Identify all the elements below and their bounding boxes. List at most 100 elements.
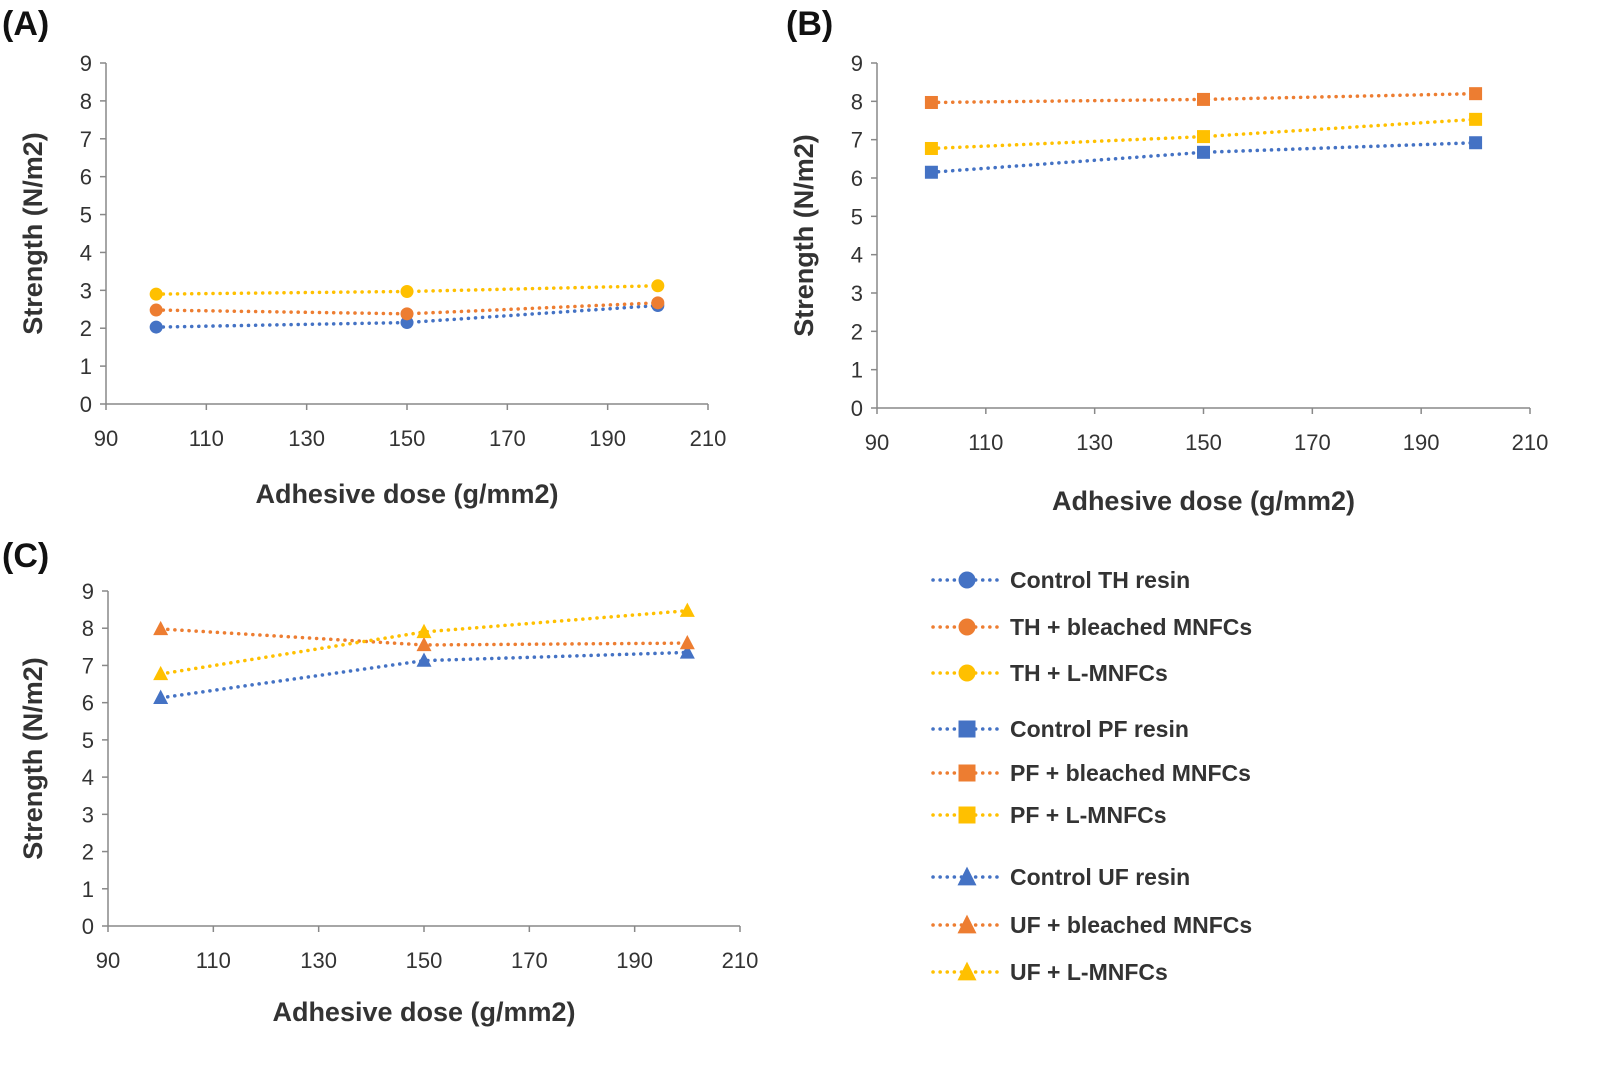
data-point	[153, 665, 169, 681]
data-point	[416, 636, 432, 652]
data-point	[1469, 87, 1483, 101]
x-tick-label: 130	[288, 426, 325, 451]
x-tick-label: 170	[489, 426, 526, 451]
legend-label: UF + bleached MNFCs	[1010, 912, 1252, 938]
legend-marker	[957, 961, 977, 981]
x-tick-label: 90	[865, 430, 889, 455]
series-pf-l-mnfcs	[924, 112, 1483, 155]
series-pf-bleached-mnfcs	[924, 87, 1483, 109]
y-tick-label: 3	[82, 802, 94, 827]
legend-label: TH + L-MNFCs	[1010, 660, 1168, 686]
x-tick-label: 150	[1185, 430, 1222, 455]
series-line	[929, 140, 1478, 174]
legend-item-uf-l-mnfcs: UF + L-MNFCs	[931, 959, 1168, 985]
y-tick-label: 9	[80, 51, 92, 76]
y-tick-label: 6	[82, 691, 94, 716]
y-tick-label: 4	[82, 765, 94, 790]
legend-item-pf-bleached-mnfcs: PF + bleached MNFCs	[931, 760, 1251, 786]
series-control-uf-resin	[153, 644, 695, 704]
y-tick-label: 5	[80, 203, 92, 228]
legend-marker	[957, 914, 977, 934]
y-tick-label: 3	[80, 278, 92, 303]
x-tick-label: 110	[196, 948, 231, 973]
data-point	[924, 95, 938, 109]
chart-panel-a: (A) 0 1 2 3 4 5 6 7 8 9 90 110 130 150 170 190 210 Adhesiv…	[2, 5, 726, 509]
x-tick-label: 130	[300, 948, 337, 973]
y-tick-label: 1	[82, 877, 94, 902]
y-tick-label: 7	[80, 127, 92, 152]
x-tick-label: 190	[589, 426, 626, 451]
y-tick-label: 0	[82, 914, 94, 939]
data-point	[1197, 130, 1210, 144]
legend-label: UF + L-MNFCs	[1010, 959, 1168, 985]
y-tick-label: 9	[851, 51, 863, 76]
legend-item-th-l-mnfcs: TH + L-MNFCs	[931, 660, 1168, 686]
legend: Control TH resin TH + bleached MNFCs TH + …	[931, 567, 1252, 985]
data-point	[924, 165, 938, 179]
x-tick-label: 190	[616, 948, 653, 973]
data-point	[651, 279, 665, 293]
x-axis-title: Adhesive dose (g/mm2)	[1052, 486, 1355, 516]
data-point	[679, 634, 695, 650]
y-tick-label: 7	[851, 128, 863, 153]
legend-item-control-pf-resin: Control PF resin	[931, 716, 1189, 742]
legend-label: PF + L-MNFCs	[1010, 802, 1167, 828]
y-tick-label: 2	[80, 316, 92, 341]
data-point	[1469, 112, 1483, 126]
legend-item-pf-l-mnfcs: PF + L-MNFCs	[931, 802, 1167, 828]
legend-item-control-uf-resin: Control UF resin	[931, 864, 1190, 890]
y-tick-label: 0	[851, 396, 863, 421]
legend-marker	[958, 720, 976, 738]
legend-label: Control PF resin	[1010, 716, 1189, 742]
y-tick-label: 8	[851, 89, 863, 114]
series-uf-bleached-mnfcs	[153, 620, 695, 652]
data-point	[400, 284, 414, 298]
x-tick-label: 170	[1294, 430, 1331, 455]
series-line	[158, 650, 690, 700]
y-tick-label: 3	[851, 281, 863, 306]
data-point	[679, 644, 695, 659]
x-tick-label: 210	[722, 948, 759, 973]
panel-label: (A)	[2, 5, 49, 43]
y-tick-label: 5	[82, 728, 94, 753]
series-line	[154, 301, 660, 316]
data-point	[1197, 145, 1210, 159]
data-point	[651, 296, 665, 310]
y-tick-label: 9	[82, 579, 94, 604]
y-tick-label: 8	[80, 89, 92, 114]
series-th-l-mnfcs	[149, 279, 665, 301]
chart-panel-b: (B) 0 1 2 3 4 5 6 7 8 9 90 110 130 150 170 190 210 Adhesiv…	[786, 5, 1548, 516]
legend-item-control-th-resin: Control TH resin	[931, 567, 1190, 593]
series-line	[929, 91, 1478, 105]
legend-marker	[958, 764, 976, 782]
y-axis-title: Strength (N/m2)	[18, 132, 48, 335]
legend-marker	[958, 571, 976, 589]
y-axis-title: Strength (N/m2)	[18, 657, 48, 860]
x-axis-title: Adhesive dose (g/mm2)	[272, 997, 575, 1027]
chart-panel-c: (C) 0 1 2 3 4 5 6 7 8 9 90 110 130 150 170 190 210 Adhesiv…	[2, 537, 758, 1027]
y-tick-label: 2	[82, 840, 94, 865]
legend-marker	[958, 618, 976, 636]
data-point	[416, 623, 432, 639]
legend-marker	[957, 866, 977, 886]
panel-label: (B)	[786, 5, 833, 43]
x-axis-title: Adhesive dose (g/mm2)	[255, 479, 558, 509]
x-tick-label: 90	[96, 948, 120, 973]
data-point	[924, 141, 938, 155]
y-tick-label: 1	[851, 358, 863, 383]
series-line	[929, 117, 1478, 151]
y-tick-label: 6	[851, 166, 863, 191]
x-tick-label: 130	[1076, 430, 1113, 455]
panel-label: (C)	[2, 537, 49, 575]
data-point	[1469, 136, 1483, 150]
x-tick-label: 170	[511, 948, 548, 973]
series-line	[154, 303, 660, 329]
y-tick-label: 4	[80, 240, 92, 265]
data-point	[153, 689, 169, 704]
series-control-pf-resin	[924, 136, 1483, 179]
series-th-bleached-mnfcs	[149, 296, 665, 321]
series-line	[154, 284, 660, 296]
legend-marker	[958, 664, 976, 682]
data-point	[400, 307, 414, 321]
